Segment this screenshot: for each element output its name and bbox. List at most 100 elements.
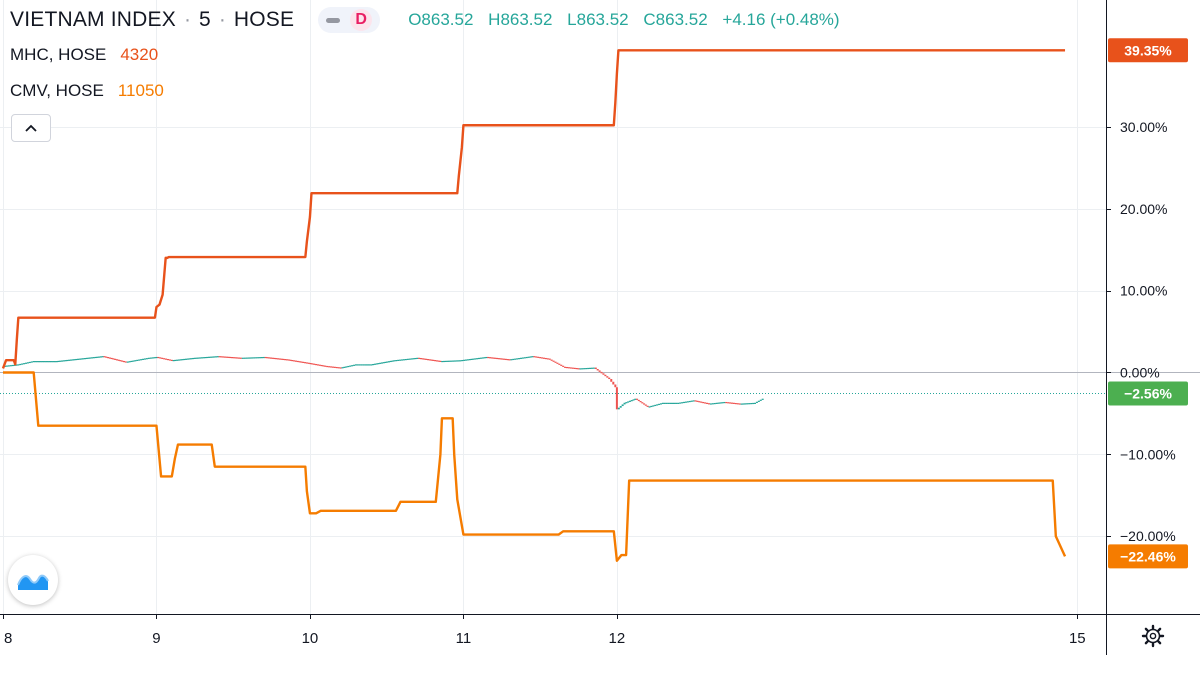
index-candle bbox=[548, 358, 551, 360]
symbol-name[interactable]: VIETNAM INDEX bbox=[10, 8, 176, 31]
index-candle bbox=[654, 404, 657, 407]
index-candle bbox=[450, 360, 453, 362]
index-candle bbox=[402, 359, 405, 361]
index-candle bbox=[140, 359, 143, 361]
index-candle bbox=[757, 400, 760, 402]
index-candle bbox=[729, 402, 732, 404]
index-candle bbox=[48, 361, 51, 363]
y-axis[interactable]: 30.00% 20.00% 10.00% 0.00% −10.00% −20.00% bbox=[1106, 119, 1176, 544]
index-candle bbox=[476, 358, 479, 360]
index-candle bbox=[155, 356, 158, 359]
index-candle bbox=[683, 401, 686, 404]
index-candle bbox=[615, 387, 618, 410]
compare-row-mhc[interactable]: MHC, HOSE 4320 bbox=[10, 42, 158, 68]
index-candle bbox=[277, 358, 280, 360]
visibility-pill[interactable]: D bbox=[318, 7, 381, 33]
compare-name[interactable]: MHC, HOSE bbox=[10, 45, 107, 64]
index-candle bbox=[610, 379, 613, 382]
collapse-legend-button[interactable] bbox=[11, 114, 51, 142]
index-candle bbox=[571, 367, 574, 369]
index-candle bbox=[541, 357, 544, 359]
index-candle bbox=[87, 357, 90, 359]
y-tick-label: 10.00% bbox=[1120, 283, 1167, 299]
index-candle bbox=[554, 361, 557, 363]
index-candle bbox=[331, 366, 334, 368]
index-candle bbox=[259, 357, 262, 359]
index-candle bbox=[25, 362, 28, 364]
gear-icon[interactable] bbox=[1141, 624, 1165, 648]
exchange-label[interactable]: HOSE bbox=[233, 8, 295, 31]
index-candle bbox=[661, 402, 664, 404]
index-candle bbox=[123, 360, 126, 363]
index-candle bbox=[287, 359, 290, 361]
index-candle bbox=[399, 359, 402, 361]
index-candle bbox=[227, 356, 230, 358]
index-candle bbox=[23, 363, 26, 365]
compare-row-cmv[interactable]: CMV, HOSE 11050 bbox=[10, 78, 164, 104]
x-tick-label: 9 bbox=[152, 630, 160, 647]
index-candle bbox=[546, 358, 549, 360]
index-candle bbox=[694, 400, 697, 402]
chevron-up-icon bbox=[25, 124, 37, 132]
open-value: 863.52 bbox=[421, 10, 474, 29]
chart-legend: VIETNAM INDEX · 5 · HOSE D O863.52 H863.… bbox=[0, 0, 1105, 150]
index-candle bbox=[759, 399, 762, 401]
index-candle bbox=[700, 401, 703, 403]
index-candle bbox=[53, 361, 56, 363]
index-candle bbox=[485, 356, 488, 359]
index-candle bbox=[439, 360, 442, 362]
index-candle bbox=[650, 405, 653, 408]
open-label: O bbox=[408, 10, 422, 29]
index-candle bbox=[15, 364, 18, 366]
index-candle bbox=[512, 358, 515, 361]
index-candle bbox=[443, 360, 446, 363]
index-candle bbox=[50, 361, 53, 363]
index-candle bbox=[641, 402, 644, 404]
index-candle bbox=[94, 356, 97, 359]
index-candle bbox=[9, 365, 12, 367]
close-label: C bbox=[643, 10, 656, 29]
index-candle bbox=[490, 357, 493, 359]
index-candle bbox=[508, 359, 511, 361]
index-candle bbox=[587, 367, 590, 370]
interval-label[interactable]: 5 bbox=[198, 8, 211, 31]
index-candle bbox=[190, 358, 193, 360]
last-value-badges: 39.35% −22.46% −2.56% bbox=[1108, 38, 1188, 569]
minus-icon[interactable] bbox=[326, 17, 341, 23]
index-candle bbox=[470, 358, 473, 361]
index-candle bbox=[197, 357, 200, 359]
index-candle bbox=[43, 361, 46, 363]
x-axis[interactable]: 8 9 10 11 12 15 bbox=[3, 614, 1086, 647]
mode-badge[interactable]: D bbox=[350, 9, 373, 31]
x-tick-label: 11 bbox=[456, 630, 472, 647]
index-candle bbox=[623, 402, 626, 405]
index-candle bbox=[89, 357, 92, 359]
x-tick-label: 15 bbox=[1069, 630, 1086, 647]
index-candle bbox=[646, 405, 649, 407]
index-candle bbox=[21, 363, 24, 365]
index-candle bbox=[318, 364, 321, 366]
index-candle bbox=[134, 360, 137, 362]
compare-name[interactable]: CMV, HOSE bbox=[10, 81, 104, 100]
index-candle bbox=[354, 364, 357, 366]
tradingview-logo-button[interactable] bbox=[8, 555, 58, 605]
index-candle bbox=[151, 357, 154, 359]
index-candle bbox=[206, 356, 209, 359]
index-candle bbox=[353, 364, 356, 366]
index-candle bbox=[742, 403, 745, 405]
index-candle bbox=[351, 365, 354, 367]
index-candle bbox=[754, 402, 757, 404]
index-candle bbox=[247, 357, 250, 359]
index-candle bbox=[529, 356, 532, 358]
index-candle bbox=[590, 367, 593, 369]
index-candle bbox=[393, 360, 396, 362]
index-candle bbox=[373, 363, 376, 365]
index-candle bbox=[461, 359, 464, 362]
index-candle bbox=[514, 358, 517, 360]
index-candle bbox=[581, 368, 584, 370]
index-candle bbox=[41, 361, 44, 363]
main-symbol-row[interactable]: VIETNAM INDEX · 5 · HOSE D O863.52 H863.… bbox=[10, 6, 840, 34]
index-candle bbox=[575, 367, 578, 370]
index-candle bbox=[425, 358, 428, 360]
